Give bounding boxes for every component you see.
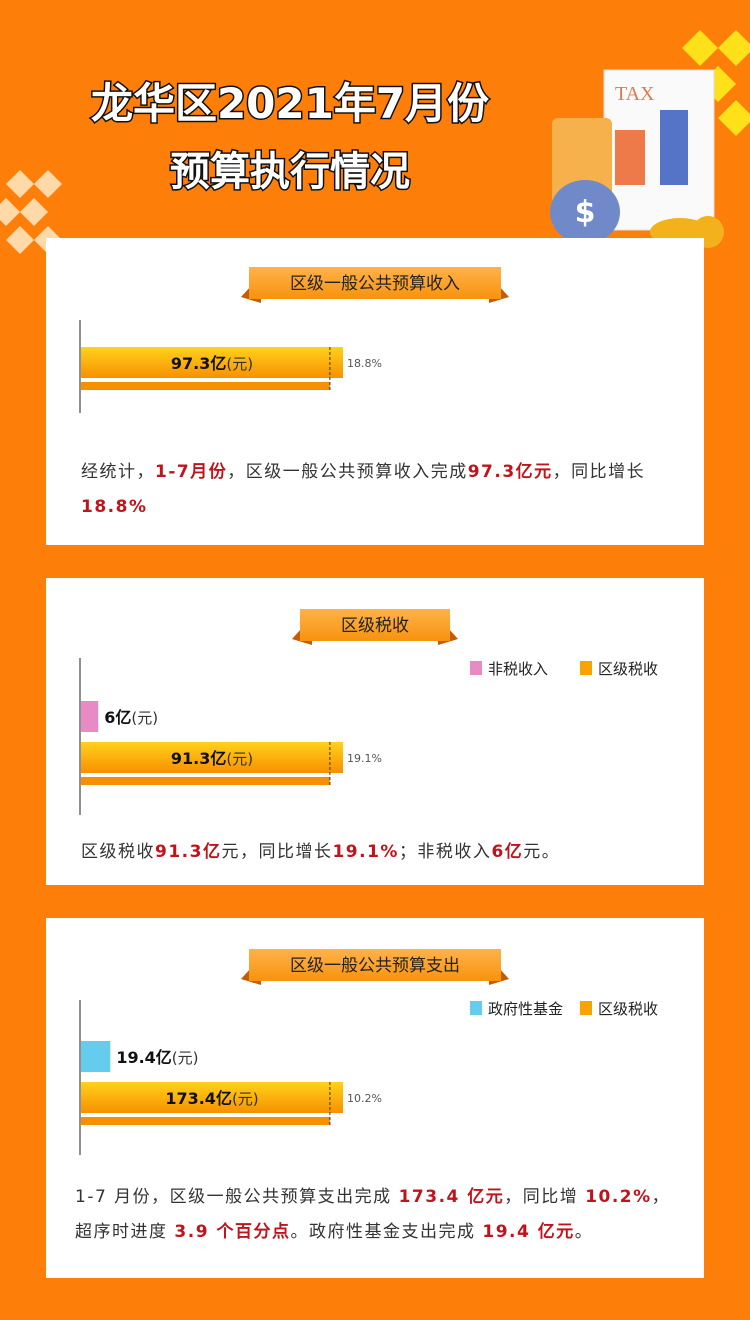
highlight-text: 173.4 亿元 <box>398 1187 505 1207</box>
value-unit: (元) <box>131 709 158 727</box>
chart-title: 区级一般公共预算收入 <box>290 274 460 294</box>
description-text: 区级税收 <box>81 842 155 862</box>
legend-label: 非税收入 <box>488 660 548 678</box>
value-label-number: 19.4亿 <box>116 1048 171 1067</box>
description-text: ；非税收入 <box>398 842 492 862</box>
highlight-text: 18.8% <box>81 497 148 517</box>
bar <box>81 1041 111 1072</box>
growth-annotation: 10.2% <box>347 1092 382 1105</box>
legend-swatch <box>580 661 592 675</box>
growth-annotation: 19.1% <box>347 752 382 765</box>
value-unit: (元) <box>232 1090 259 1108</box>
legend-swatch <box>470 661 482 675</box>
ribbon <box>249 949 501 981</box>
description: 经统计，1-7月份，区级一般公共预算收入完成97.3亿元，同比增长 18.8% <box>81 455 681 525</box>
page-subtitle: 预算执行情况 <box>170 149 410 195</box>
description-text: 经统计， <box>81 462 155 482</box>
description-text: 。政府性基金支出完成 <box>290 1222 483 1242</box>
description-text: ，超序时进度 <box>75 1187 671 1242</box>
value-unit: (元) <box>226 750 253 768</box>
highlight-text: 97.3亿元 <box>467 462 553 482</box>
description: 区级税收91.3亿元，同比增长19.1%；非税收入6亿元。 <box>81 835 681 870</box>
value-unit: (元) <box>172 1049 199 1067</box>
legend-label: 区级税收 <box>598 660 658 678</box>
value-label: 173.4亿(元) <box>165 1089 258 1108</box>
legend-swatch <box>580 1001 592 1015</box>
value-label-number: 97.3亿 <box>171 354 226 373</box>
decoration <box>0 170 62 254</box>
highlight-text: 19.4 亿元 <box>482 1222 575 1242</box>
description-text: ，同比增 <box>504 1187 586 1207</box>
value-label-number: 173.4亿 <box>165 1089 232 1108</box>
value-label: 19.4亿(元) <box>116 1048 198 1067</box>
description-text: 1-7 月份，区级一般公共预算支出完成 <box>75 1187 399 1207</box>
description: 1-7 月份，区级一般公共预算支出完成 173.4 亿元，同比增 10.2%，超… <box>75 1180 685 1250</box>
illustration: TAX $ <box>550 69 724 248</box>
description-text: ，同比增长 <box>552 462 646 482</box>
description-text: 元，同比增长 <box>221 842 333 862</box>
highlight-text: 3.9 个百分点 <box>174 1222 291 1242</box>
highlight-text: 10.2% <box>585 1187 652 1207</box>
legend-swatch <box>470 1001 482 1015</box>
bar-shadow <box>81 382 330 390</box>
highlight-text: 1-7月份 <box>155 462 228 482</box>
legend-label: 区级税收 <box>598 1000 658 1018</box>
description-text: 。 <box>574 1222 594 1242</box>
value-label: 6亿(元) <box>104 708 158 727</box>
description-text: 元。 <box>523 842 561 862</box>
value-label: 97.3亿(元) <box>171 354 253 373</box>
bar <box>81 742 343 773</box>
bar <box>81 701 99 732</box>
ribbon <box>249 267 501 299</box>
bar-shadow <box>81 1117 330 1125</box>
highlight-text: 6亿 <box>491 842 524 862</box>
highlight-text: 91.3亿 <box>155 842 222 862</box>
legend-label: 政府性基金 <box>488 1000 563 1018</box>
svg-text:$: $ <box>575 195 596 230</box>
growth-annotation: 18.8% <box>347 357 382 370</box>
page-title: 龙华区2021年7月份 <box>91 79 489 128</box>
ribbon <box>300 609 450 641</box>
svg-text:TAX: TAX <box>615 83 655 105</box>
bar <box>81 1082 343 1113</box>
value-unit: (元) <box>226 355 253 373</box>
chart-title: 区级税收 <box>341 616 409 636</box>
description-text: ，区级一般公共预算收入完成 <box>227 462 468 482</box>
value-label: 91.3亿(元) <box>171 749 253 768</box>
bar <box>81 347 343 378</box>
bar-shadow <box>81 777 330 785</box>
value-label-number: 91.3亿 <box>171 749 226 768</box>
chart-title: 区级一般公共预算支出 <box>290 956 460 976</box>
highlight-text: 19.1% <box>332 842 399 862</box>
value-label-number: 6亿 <box>104 708 131 727</box>
